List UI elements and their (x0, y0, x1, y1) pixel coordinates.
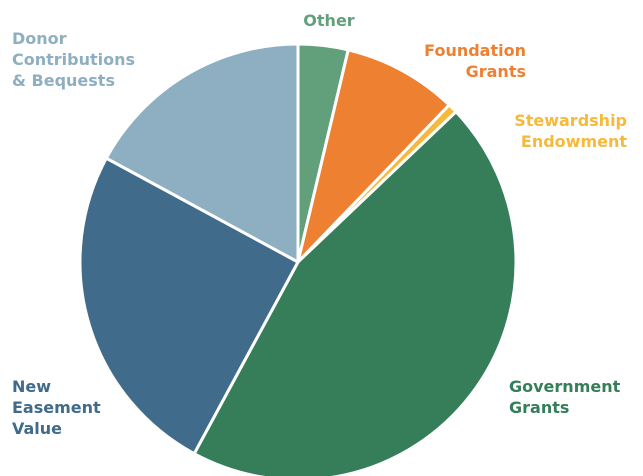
pie-slice-donor-contributions (104, 42, 300, 264)
slice-label-other: Other (303, 11, 355, 30)
pie-slices (78, 42, 518, 476)
slice-label-new-easement-value: New Easement Value (12, 377, 101, 438)
pie-slice-new-easement-value (78, 156, 300, 456)
pie-slice-government-grants (192, 110, 518, 476)
slice-label-stewardship-endowment: Stewardship Endowment (514, 111, 627, 151)
slice-label-donor-contributions: Donor Contributions & Bequests (12, 29, 136, 90)
slice-label-government-grants: Government Grants (509, 377, 621, 417)
pie-slice-foundation-grants (296, 48, 451, 264)
slice-label-foundation-grants: Foundation Grants (424, 41, 526, 81)
